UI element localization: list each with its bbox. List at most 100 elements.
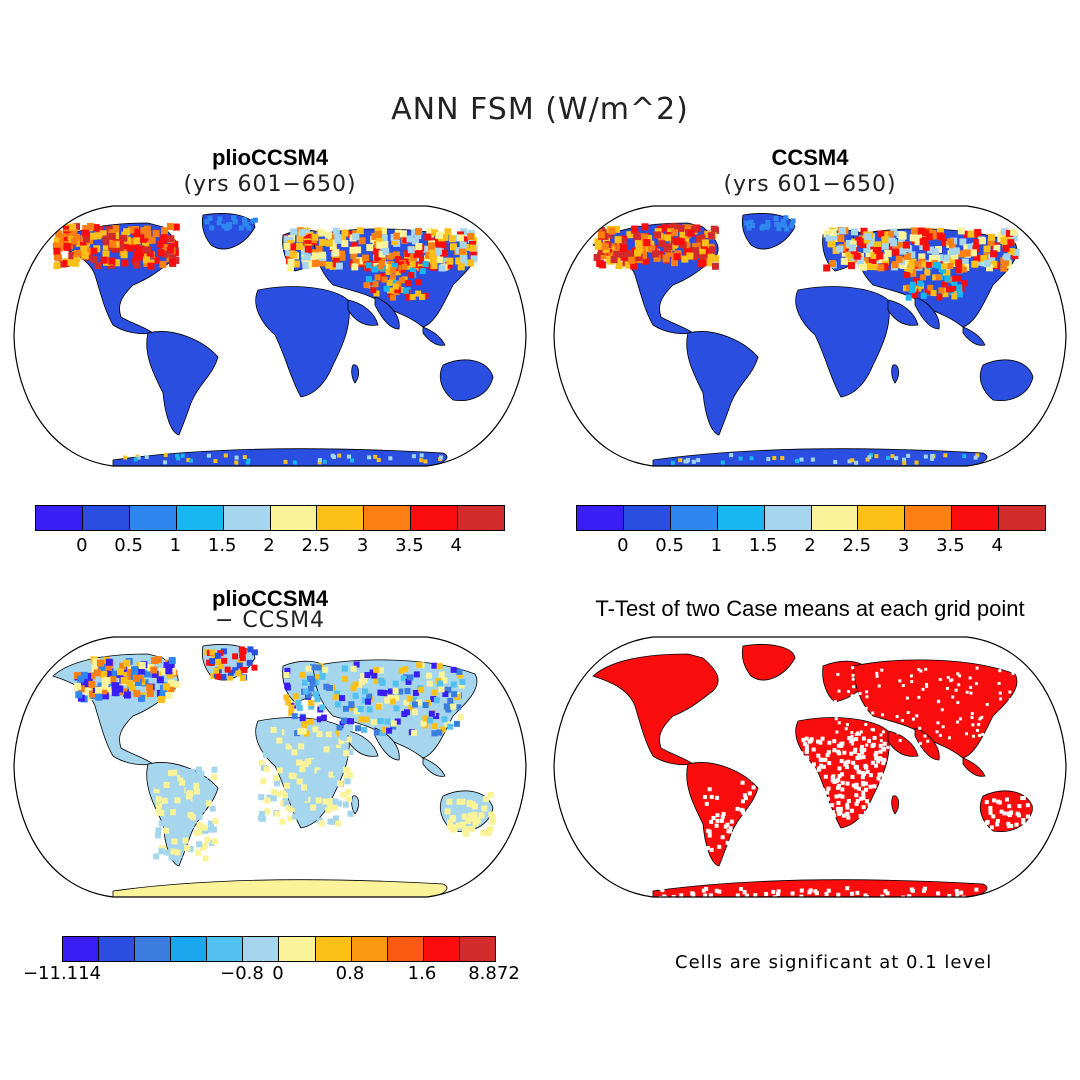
grid-cell <box>246 659 253 666</box>
grid-cell <box>962 280 969 287</box>
grid-cell <box>833 702 837 706</box>
colorbar-tick-label: −11.114 <box>22 963 102 984</box>
grid-cell <box>399 230 407 238</box>
grid-cell <box>881 776 886 781</box>
grid-cell <box>780 218 786 224</box>
grid-cell <box>901 895 906 897</box>
grid-cell <box>384 718 391 725</box>
grid-cell <box>667 228 675 236</box>
grid-cell <box>364 265 371 272</box>
grid-cell <box>881 746 886 751</box>
grid-cell <box>450 703 457 710</box>
grid-cell <box>851 783 856 788</box>
grid-cell <box>108 233 116 241</box>
grid-cell <box>877 230 885 238</box>
grid-cell <box>845 239 853 247</box>
grid-cell <box>804 736 809 741</box>
grid-cell <box>662 255 670 263</box>
grid-cell <box>799 457 804 462</box>
grid-cell <box>826 804 831 809</box>
grid-cell <box>468 240 476 248</box>
grid-cell <box>379 227 387 235</box>
grid-cell <box>974 887 979 892</box>
grid-cell <box>790 218 796 224</box>
grid-cell <box>914 238 922 246</box>
grid-cell <box>917 667 921 671</box>
grid-cell <box>306 675 313 682</box>
grid-cell <box>956 250 964 258</box>
colorbar-tick-label: 3.5 <box>936 535 965 556</box>
grid-cell <box>827 240 835 248</box>
grid-cell <box>993 244 1001 252</box>
grid-cell <box>837 721 841 725</box>
grid-cell <box>305 758 312 765</box>
grid-cell <box>290 755 297 762</box>
grid-cell <box>832 246 840 254</box>
grid-cell <box>703 795 708 800</box>
grid-cell <box>247 646 254 653</box>
grid-cell <box>445 261 453 269</box>
colorbar-swatch <box>364 506 412 530</box>
grid-cell <box>371 266 378 273</box>
grid-cell <box>327 803 334 810</box>
landmass-madagascar <box>891 795 899 815</box>
grid-cell <box>735 806 740 811</box>
grid-cell <box>902 241 910 249</box>
grid-cell <box>214 652 221 659</box>
grid-cell <box>711 815 716 820</box>
grid-cell <box>652 250 660 258</box>
grid-cell <box>147 690 155 698</box>
grid-cell <box>837 751 842 756</box>
grid-cell <box>938 287 945 294</box>
grid-cell <box>319 704 326 711</box>
grid-cell <box>423 459 428 464</box>
grid-cell <box>919 669 923 673</box>
grid-cell <box>980 255 988 263</box>
grid-cell <box>150 656 158 664</box>
grid-cell <box>346 454 351 459</box>
grid-cell <box>75 691 83 699</box>
grid-cell <box>212 667 219 674</box>
grid-cell <box>991 814 996 819</box>
grid-cell <box>744 220 750 226</box>
grid-cell <box>745 821 750 826</box>
grid-cell <box>101 682 109 690</box>
grid-cell <box>92 658 100 666</box>
grid-cell <box>392 680 399 687</box>
colorbar-swatch <box>171 937 208 961</box>
grid-cell <box>856 753 861 758</box>
grid-cell <box>438 686 445 693</box>
grid-cell <box>419 453 424 458</box>
grid-cell <box>345 788 352 795</box>
grid-cell <box>283 459 288 464</box>
grid-cell <box>373 677 380 684</box>
grid-cell <box>854 737 859 742</box>
grid-cell <box>370 287 377 294</box>
grid-cell <box>172 681 180 689</box>
grid-cell <box>328 797 335 804</box>
grid-cell <box>116 685 124 693</box>
grid-cell <box>988 253 996 261</box>
grid-cell <box>1029 827 1034 832</box>
grid-cell <box>863 810 868 815</box>
grid-cell <box>956 291 963 298</box>
grid-cell <box>456 668 463 675</box>
grid-cell <box>955 261 962 268</box>
grid-cell <box>776 222 782 228</box>
grid-cell <box>459 241 467 249</box>
map-outline <box>13 636 527 898</box>
grid-cell <box>905 294 912 301</box>
grid-cell <box>957 683 961 687</box>
grid-cell <box>874 241 882 249</box>
grid-cell <box>177 775 184 782</box>
grid-cell <box>892 248 900 256</box>
grid-cell <box>347 810 354 817</box>
grid-cell <box>759 225 765 231</box>
grid-cell <box>329 818 336 825</box>
grid-cell <box>836 783 841 788</box>
grid-cell <box>804 812 809 817</box>
grid-cell <box>881 236 889 244</box>
colorbar-tick-label: 1.6 <box>407 963 437 984</box>
grid-cell <box>161 246 169 254</box>
grid-cell <box>983 245 991 253</box>
